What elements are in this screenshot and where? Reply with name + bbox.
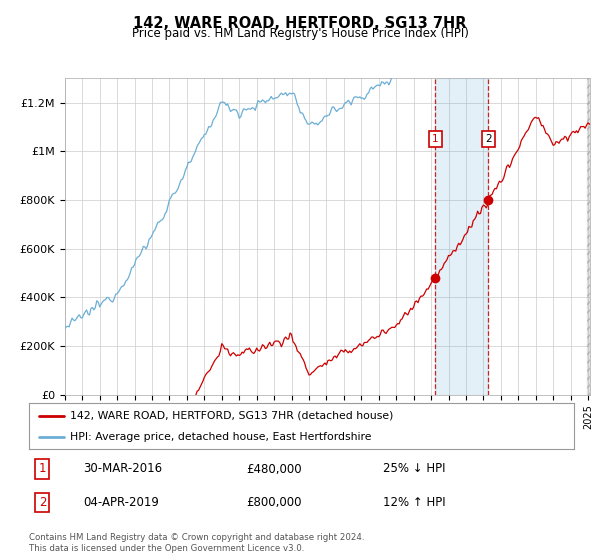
Text: £800,000: £800,000 [247, 496, 302, 509]
Text: HPI: Average price, detached house, East Hertfordshire: HPI: Average price, detached house, East… [70, 432, 371, 442]
Text: 30-MAR-2016: 30-MAR-2016 [83, 463, 163, 475]
Text: 04-APR-2019: 04-APR-2019 [83, 496, 159, 509]
Text: 12% ↑ HPI: 12% ↑ HPI [383, 496, 446, 509]
Text: 1: 1 [38, 463, 46, 475]
Bar [436, 78, 488, 395]
Text: 142, WARE ROAD, HERTFORD, SG13 7HR (detached house): 142, WARE ROAD, HERTFORD, SG13 7HR (deta… [70, 410, 393, 421]
Bar [587, 78, 591, 395]
Text: 2: 2 [38, 496, 46, 509]
Bar [587, 78, 589, 395]
Text: Price paid vs. HM Land Registry's House Price Index (HPI): Price paid vs. HM Land Registry's House … [131, 27, 469, 40]
Text: 1: 1 [432, 134, 439, 144]
Text: Contains HM Land Registry data © Crown copyright and database right 2024.
This d: Contains HM Land Registry data © Crown c… [29, 533, 364, 553]
Text: £480,000: £480,000 [247, 463, 302, 475]
Text: 25% ↓ HPI: 25% ↓ HPI [383, 463, 445, 475]
Text: 142, WARE ROAD, HERTFORD, SG13 7HR: 142, WARE ROAD, HERTFORD, SG13 7HR [133, 16, 467, 31]
Text: 2: 2 [485, 134, 491, 144]
